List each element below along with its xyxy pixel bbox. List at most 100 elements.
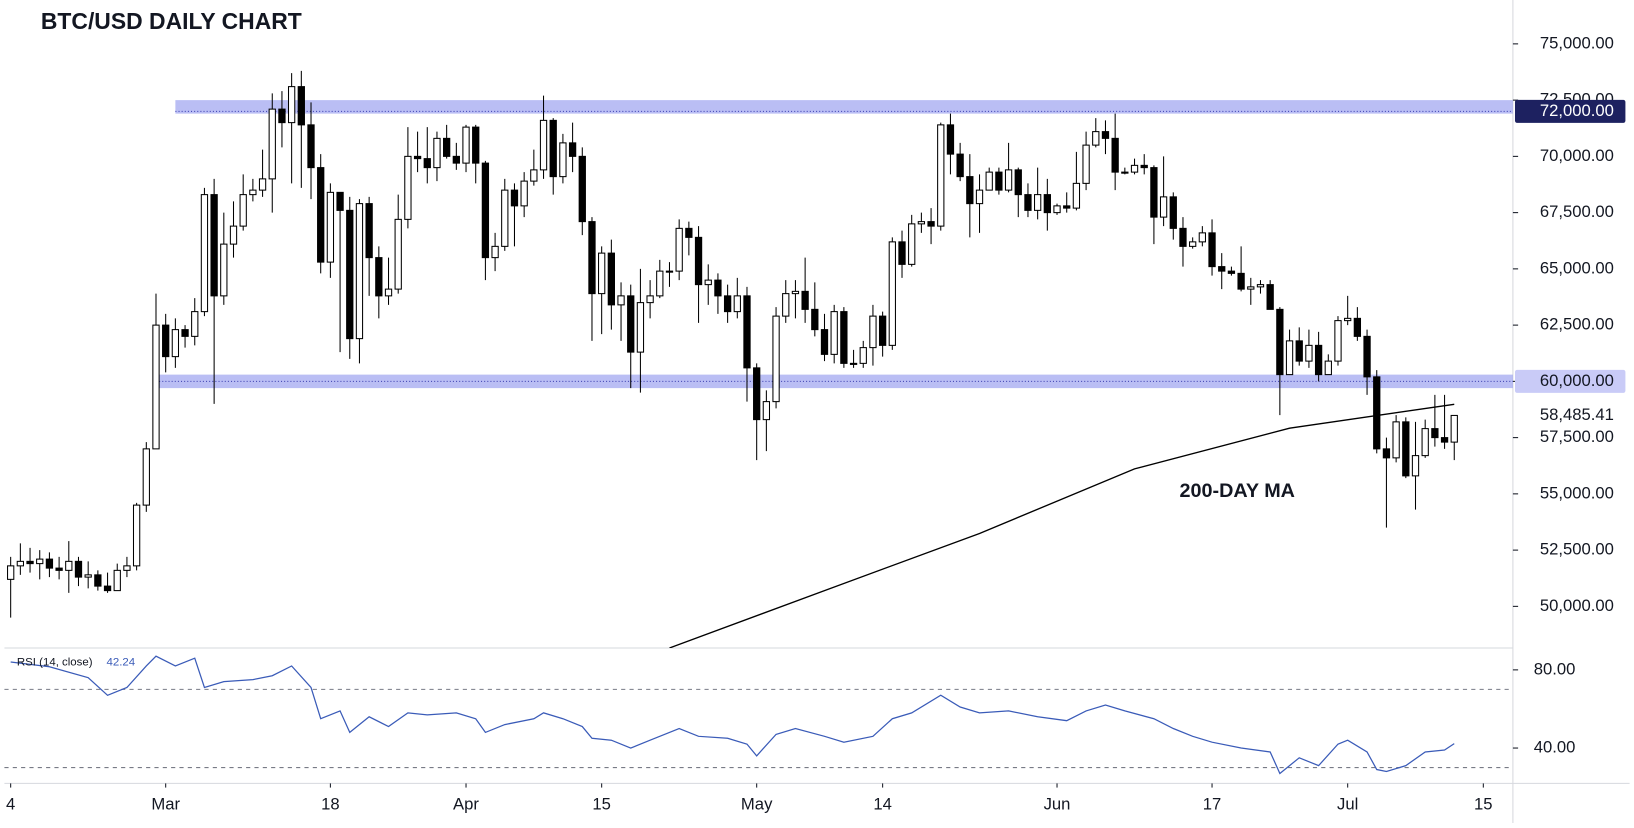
candle-body <box>249 189 257 196</box>
plot-layer: 50,000.00 52,500.00 55,000.00 57,500.00 60,0… <box>4 33 1626 814</box>
candle-body <box>1159 196 1168 218</box>
candle-body <box>16 560 25 567</box>
candle-body <box>1053 205 1061 214</box>
y-tick-label: 55,000.00 <box>1540 483 1614 502</box>
candle-body <box>365 203 373 259</box>
candle-body <box>413 155 422 160</box>
candle-body <box>171 329 180 358</box>
rsi-line <box>10 655 1455 775</box>
candle-body <box>908 223 916 265</box>
candle-body <box>966 176 974 205</box>
candle-body <box>627 295 635 353</box>
candle-body <box>888 241 896 346</box>
x-tick-label: 4 <box>6 795 15 814</box>
candle-body <box>549 119 557 178</box>
candle-body <box>462 126 470 164</box>
y-tick-label: 62,500.00 <box>1540 315 1614 334</box>
candle-body <box>820 329 829 355</box>
candle-body <box>917 221 926 225</box>
x-tick-label: 18 <box>321 795 340 814</box>
candle-body <box>539 119 548 171</box>
candle-body <box>510 189 519 207</box>
x-tick-label: 15 <box>592 795 611 814</box>
candle-body <box>782 293 790 317</box>
x-tick-label: Jul <box>1337 795 1358 814</box>
candle-body <box>191 311 199 337</box>
candle-body <box>229 225 238 245</box>
candle-body <box>733 295 741 313</box>
candle-body <box>1189 241 1197 247</box>
candle-body <box>74 560 83 578</box>
candle-body <box>1111 137 1119 173</box>
candle-body <box>1072 182 1081 209</box>
candle-body <box>1208 232 1216 268</box>
y-tick-label: 75,000.00 <box>1540 33 1614 52</box>
candle-body <box>1392 421 1400 459</box>
rsi-tick-label: 80.00 <box>1534 659 1576 678</box>
candle-body <box>501 189 509 247</box>
candle-body <box>1411 455 1420 477</box>
candle-body <box>1218 266 1226 272</box>
candle-body <box>1034 194 1042 211</box>
candle-body <box>675 227 683 272</box>
candle-body <box>1247 286 1255 290</box>
candle-body <box>152 324 160 450</box>
y-tick-label: 52,500.00 <box>1540 540 1614 559</box>
candle-body <box>1092 131 1100 146</box>
candle-body <box>849 362 858 365</box>
candle-body <box>123 565 131 571</box>
candle-body <box>278 108 286 124</box>
candle-body <box>1450 414 1458 443</box>
candle-body <box>1101 131 1110 139</box>
candle-body <box>94 574 102 587</box>
candle-body <box>307 124 315 169</box>
candle-body <box>326 191 335 263</box>
candle-body <box>103 585 112 592</box>
candle-body <box>355 203 364 340</box>
candle-body <box>220 243 228 297</box>
candle-body <box>132 504 141 567</box>
last-price-label: 58,485.41 <box>1540 405 1614 424</box>
level-label: 60,000.00 <box>1540 371 1614 390</box>
candle-body <box>1266 284 1274 310</box>
x-tick-label: 14 <box>873 795 892 814</box>
level-label-box <box>1514 369 1626 393</box>
candle-body <box>481 162 490 259</box>
candle-body <box>26 560 34 565</box>
candle-body <box>878 315 887 346</box>
candle-body <box>443 137 451 157</box>
candle-body <box>559 142 567 178</box>
candle-body <box>1179 227 1187 247</box>
last-price-bg <box>1517 405 1618 426</box>
candle-body <box>840 311 848 364</box>
candle-body <box>869 315 877 349</box>
candle-body <box>937 124 945 227</box>
candle-body <box>1169 196 1177 229</box>
candle-body <box>1140 164 1148 169</box>
candle-body <box>1014 169 1022 196</box>
candle-body <box>646 295 654 304</box>
candle-body <box>830 311 838 355</box>
candle-body <box>45 558 54 569</box>
candle-body <box>1150 167 1158 218</box>
candle-body <box>1024 194 1032 211</box>
candle-body <box>287 86 296 124</box>
candle-body <box>142 448 150 506</box>
candle-body <box>801 290 809 310</box>
candle-body <box>258 178 267 191</box>
ma-annotation: 200-DAY MA <box>1180 480 1295 502</box>
x-tick-label: Apr <box>453 795 479 814</box>
candle-body <box>84 574 92 578</box>
y-tick-label: 65,000.00 <box>1540 258 1614 277</box>
candle-body <box>336 191 344 211</box>
candle-body <box>1305 344 1313 362</box>
candle-body <box>1402 421 1410 477</box>
chart-title: BTC/USD DAILY CHART <box>41 8 302 34</box>
candle-body <box>1276 308 1284 376</box>
candle-body <box>1004 169 1013 191</box>
candle-body <box>743 295 751 369</box>
candle-body <box>723 295 732 313</box>
x-tick-label: 17 <box>1203 795 1222 814</box>
candle-body <box>714 279 722 297</box>
